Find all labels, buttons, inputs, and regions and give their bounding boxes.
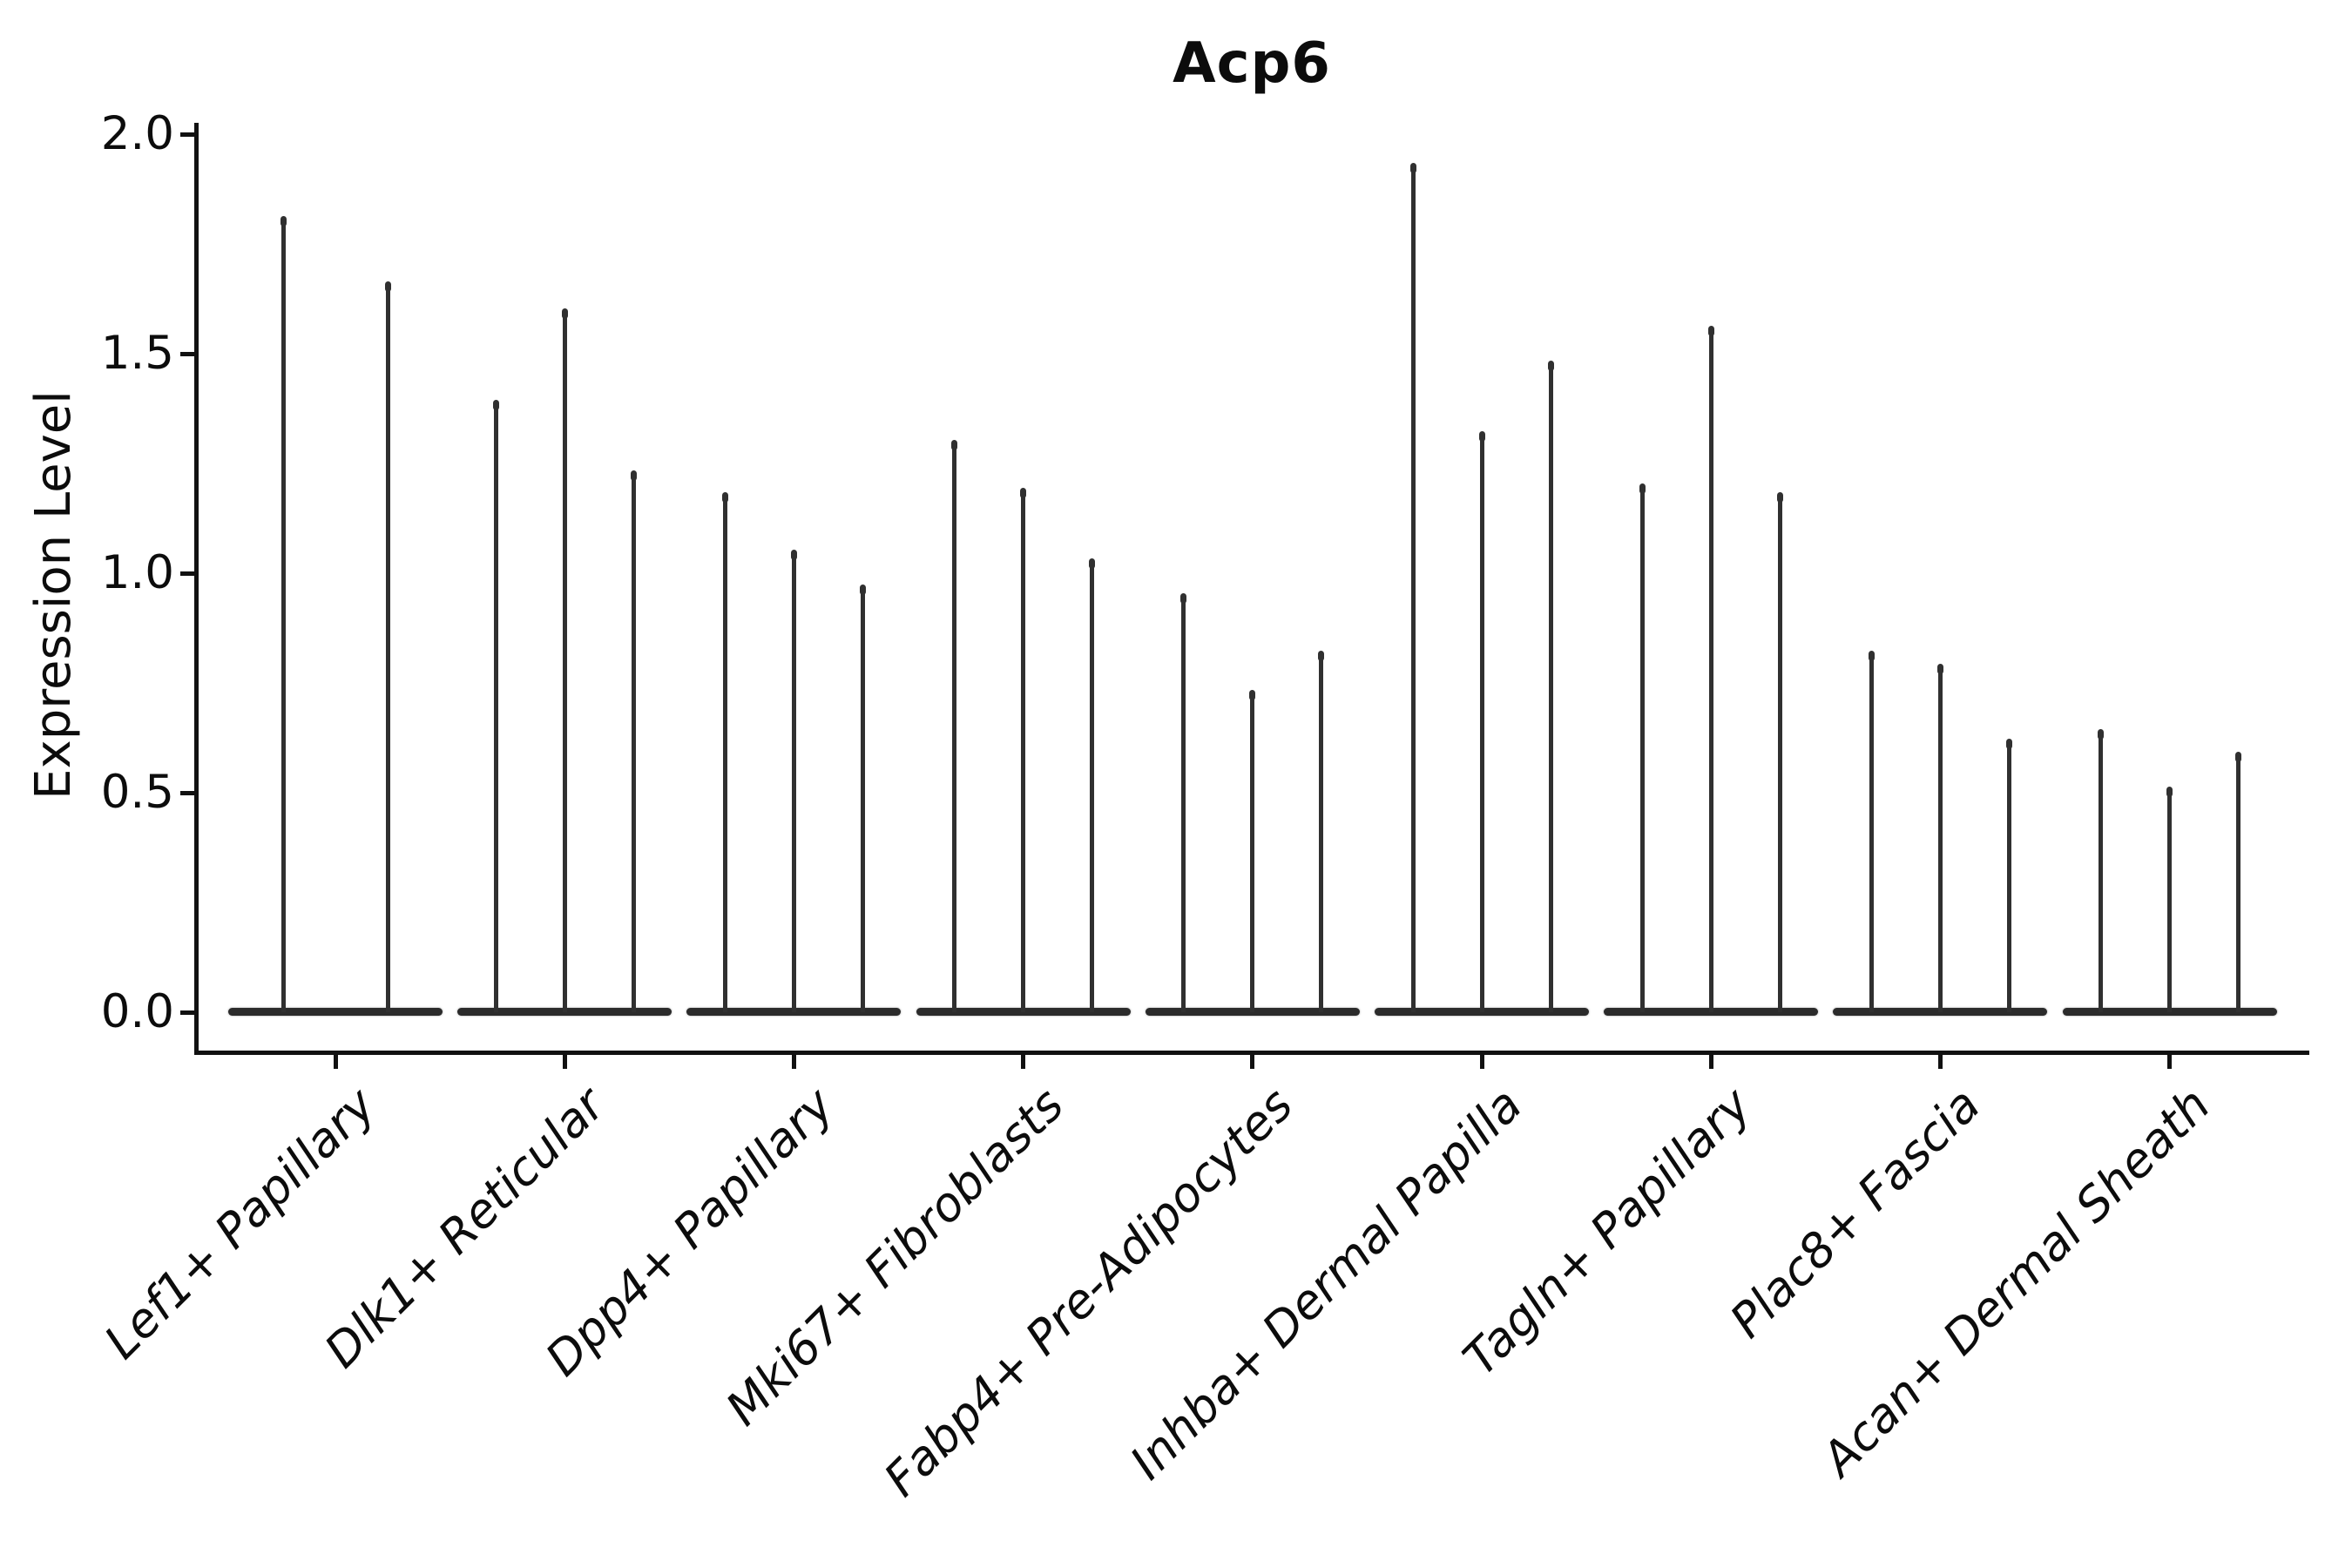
violin-needle-tip (951, 439, 958, 450)
violin-needle (1936, 663, 1943, 1012)
x-tick-mark (1021, 1055, 1026, 1069)
chart-title: Acp6 (1173, 31, 1331, 96)
x-tick-mark (1937, 1055, 1943, 1069)
y-axis-line (194, 123, 199, 1055)
y-tick-label: 1.0 (100, 546, 174, 599)
violin-needle (721, 492, 728, 1012)
violin-needle-tip (1020, 488, 1027, 499)
violin-needle-tip (561, 308, 568, 319)
violin-needle-tip (1868, 650, 1875, 661)
x-tick-mark (1479, 1055, 1484, 1069)
violin-needle (1639, 483, 1646, 1012)
violin-needle-tip (1409, 163, 1416, 174)
x-tick-mark (791, 1055, 796, 1069)
violin-needle (492, 400, 499, 1012)
violin-needle-tip (630, 470, 637, 482)
violin-needle-tip (2235, 751, 2242, 762)
violin-needle-tip (2166, 786, 2173, 797)
violin-needle (1707, 325, 1714, 1012)
violin-needle-tip (2098, 729, 2105, 740)
y-tick-mark (180, 571, 195, 576)
violin-needle-tip (721, 492, 728, 504)
violin-needle (1020, 488, 1027, 1012)
violin-needle (561, 308, 568, 1012)
violin-needle-tip (2005, 738, 2012, 749)
violin-needle (1776, 492, 1783, 1012)
violin-needle-tip (1547, 361, 1554, 372)
violin-needle-tip (384, 281, 391, 293)
violin-needle (1180, 593, 1187, 1012)
y-tick-label: 2.0 (100, 107, 174, 160)
violin-needle-tip (1249, 690, 1256, 701)
violin-needle (859, 585, 866, 1012)
violin-needle-tip (1089, 558, 1096, 569)
x-tick-mark (333, 1055, 338, 1069)
violin-needle-tip (859, 585, 866, 596)
violin-needle (1868, 650, 1875, 1012)
x-tick-mark (1708, 1055, 1713, 1069)
violin-needle (1249, 690, 1256, 1012)
y-tick-mark (180, 790, 195, 795)
violin-needle (951, 439, 958, 1012)
violin-needle-tip (1180, 593, 1187, 605)
violin-needle (630, 470, 637, 1012)
violin-needle (790, 549, 797, 1012)
y-tick-label: 1.5 (100, 327, 174, 380)
x-tick-mark (2167, 1055, 2173, 1069)
violin-needle (384, 281, 391, 1012)
y-tick-label: 0.5 (100, 766, 174, 819)
y-tick-mark (180, 1010, 195, 1015)
violin-needle (1089, 558, 1096, 1012)
violin-needle-tip (790, 549, 797, 560)
violin-needle (2098, 729, 2105, 1012)
violin-needle-tip (280, 215, 287, 226)
violin-needle (2235, 751, 2242, 1012)
violin-needle-tip (1639, 483, 1646, 495)
violin-needle-tip (1318, 650, 1325, 661)
violin-needle-tip (492, 400, 499, 411)
violin-needle (2166, 786, 2173, 1012)
violin-needle (1478, 430, 1485, 1012)
violin-needle (1318, 650, 1325, 1012)
x-tick-mark (562, 1055, 567, 1069)
violin-needle (2005, 738, 2012, 1012)
violin-base (228, 1008, 443, 1016)
violin-needle-tip (1776, 492, 1783, 504)
violin-needle (280, 215, 287, 1012)
x-axis-line (194, 1051, 2309, 1055)
x-tick-mark (1250, 1055, 1255, 1069)
violin-needle (1409, 163, 1416, 1012)
violin-needle-tip (1478, 430, 1485, 442)
violin-needle-tip (1707, 325, 1714, 336)
y-tick-label: 0.0 (100, 985, 174, 1038)
y-tick-mark (180, 351, 195, 356)
y-tick-mark (180, 132, 195, 137)
violin-needle-tip (1936, 663, 1943, 674)
violin-needle (1547, 361, 1554, 1012)
